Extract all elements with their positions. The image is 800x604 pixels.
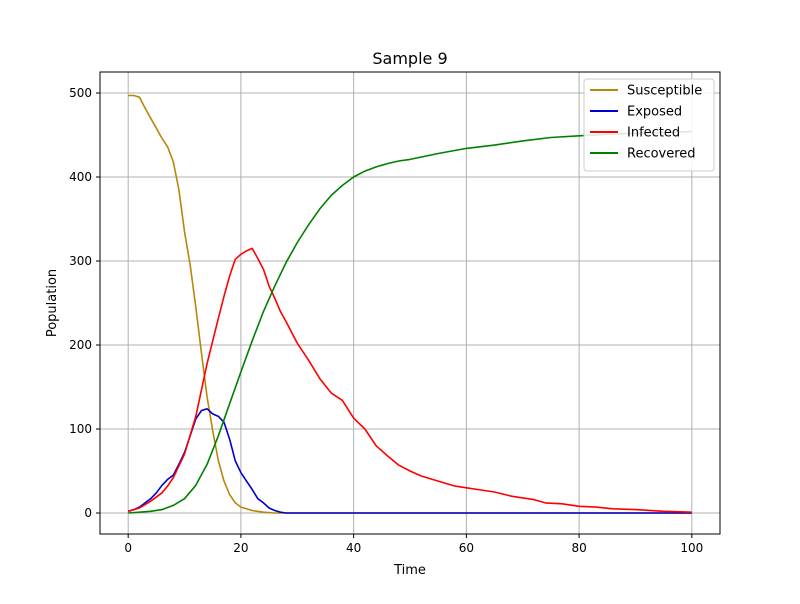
y-tick-label: 0: [84, 506, 92, 520]
x-tick-label: 20: [233, 541, 248, 555]
y-tick-label: 100: [69, 422, 92, 436]
x-tick-label: 60: [459, 541, 474, 555]
y-tick-label: 500: [69, 86, 92, 100]
series-layer: [127, 94, 692, 514]
series-line-recovered: [128, 130, 692, 514]
legend-label-susceptible: Susceptible: [627, 84, 702, 99]
x-tick-label: 100: [680, 541, 703, 555]
legend: Susceptible Exposed Infected Recovered: [583, 78, 715, 172]
legend-label-infected: Infected: [627, 126, 680, 141]
tick-layer: 0 20 40 60 80 100 0 100 200 300 400 500: [69, 86, 703, 555]
legend-label-recovered: Recovered: [627, 147, 696, 162]
y-tick-label: 400: [69, 170, 92, 184]
grid-layer: [100, 72, 720, 534]
series-line-exposed: [127, 407, 692, 514]
x-axis-label: Time: [393, 563, 426, 578]
plot-frame: [99, 71, 721, 535]
x-tick-label: 40: [346, 541, 361, 555]
y-tick-label: 300: [69, 254, 92, 268]
legend-box: [583, 78, 715, 172]
series-line-infected: [127, 247, 692, 513]
legend-label-exposed: Exposed: [627, 105, 682, 120]
y-tick-label: 200: [69, 338, 92, 352]
y-axis-label: Population: [45, 269, 60, 337]
chart-title: Sample 9: [372, 49, 447, 68]
x-tick-label: 0: [124, 541, 132, 555]
series-line-susceptible: [128, 94, 692, 514]
x-tick-label: 80: [571, 541, 586, 555]
